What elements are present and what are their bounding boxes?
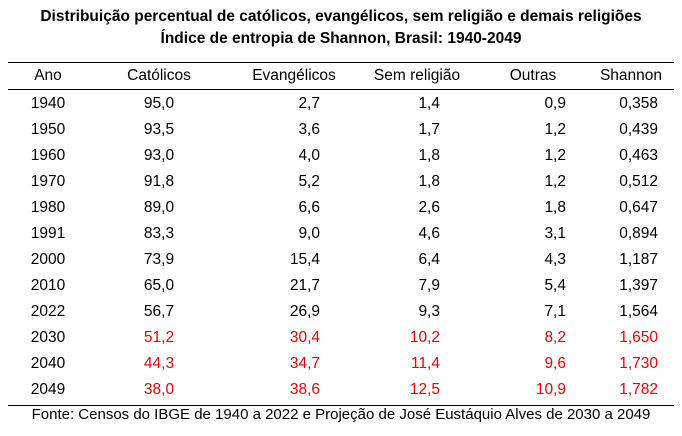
header-shannon: Shannon <box>599 67 663 84</box>
cell-catolicos: 44,3 <box>143 355 175 372</box>
cell-catolicos: 73,9 <box>143 251 175 268</box>
title-line-2: Índice de entropia de Shannon, Brasil: 1… <box>160 30 522 47</box>
cell-shannon: 0,358 <box>619 95 658 112</box>
header-sem-religiao: Sem religião <box>373 67 461 84</box>
cell-ano: 2010 <box>30 277 66 294</box>
cell-outras: 3,1 <box>544 225 566 242</box>
table-header-rule <box>8 89 674 90</box>
cell-catolicos: 93,0 <box>143 147 175 164</box>
cell-ano: 1991 <box>30 225 66 242</box>
cell-outras: 10,9 <box>535 381 566 398</box>
cell-evangelicos: 34,7 <box>289 355 320 372</box>
table-row: 2049 38,0 38,6 12,5 10,9 1,782 <box>0 377 682 403</box>
table-top-rule <box>8 62 674 63</box>
cell-catolicos: 95,0 <box>143 95 175 112</box>
cell-ano: 2022 <box>30 303 66 320</box>
table-row: 2000 73,9 15,4 6,4 4,3 1,187 <box>0 247 682 273</box>
cell-sem-religiao: 1,8 <box>418 173 440 190</box>
cell-catolicos: 51,2 <box>143 329 175 346</box>
cell-shannon: 0,894 <box>619 225 658 242</box>
cell-shannon: 0,647 <box>619 199 658 216</box>
cell-sem-religiao: 9,3 <box>418 303 440 320</box>
header-evangelicos: Evangélicos <box>252 67 336 84</box>
cell-ano: 1980 <box>30 199 66 216</box>
cell-evangelicos: 30,4 <box>289 329 320 346</box>
cell-shannon: 0,512 <box>619 173 658 190</box>
cell-ano: 2000 <box>30 251 66 268</box>
cell-shannon: 1,564 <box>619 303 658 320</box>
cell-evangelicos: 9,0 <box>298 225 320 242</box>
cell-catolicos: 93,5 <box>143 121 175 138</box>
cell-sem-religiao: 1,7 <box>418 121 440 138</box>
cell-outras: 0,9 <box>544 95 566 112</box>
cell-shannon: 1,782 <box>619 381 658 398</box>
header-ano: Ano <box>34 67 62 84</box>
cell-sem-religiao: 1,8 <box>418 147 440 164</box>
cell-evangelicos: 38,6 <box>289 381 320 398</box>
table-row: 2040 44,3 34,7 11,4 9,6 1,730 <box>0 351 682 377</box>
cell-ano: 2030 <box>30 329 66 346</box>
cell-sem-religiao: 6,4 <box>418 251 440 268</box>
table-row: 1960 93,0 4,0 1,8 1,2 0,463 <box>0 143 682 169</box>
cell-shannon: 0,463 <box>619 147 658 164</box>
cell-sem-religiao: 4,6 <box>418 225 440 242</box>
cell-evangelicos: 4,0 <box>298 147 320 164</box>
cell-catolicos: 91,8 <box>143 173 175 190</box>
cell-evangelicos: 5,2 <box>298 173 320 190</box>
table-header-row: Ano Católicos Evangélicos Sem religião O… <box>0 64 682 88</box>
table-bottom-rule <box>8 405 674 406</box>
cell-catolicos: 38,0 <box>143 381 175 398</box>
cell-sem-religiao: 2,6 <box>418 199 440 216</box>
cell-catolicos: 83,3 <box>143 225 175 242</box>
cell-outras: 9,6 <box>544 355 566 372</box>
cell-ano: 1940 <box>30 95 66 112</box>
cell-sem-religiao: 11,4 <box>410 355 440 372</box>
title-line-1: Distribuição percentual de católicos, ev… <box>40 8 642 25</box>
cell-outras: 8,2 <box>544 329 566 346</box>
cell-outras: 1,2 <box>544 121 566 138</box>
cell-sem-religiao: 12,5 <box>409 381 440 398</box>
cell-ano: 1950 <box>30 121 66 138</box>
cell-evangelicos: 3,6 <box>298 121 320 138</box>
cell-ano: 2049 <box>30 381 66 398</box>
cell-evangelicos: 26,9 <box>289 303 320 320</box>
cell-outras: 7,1 <box>544 303 566 320</box>
cell-evangelicos: 15,4 <box>289 251 320 268</box>
table-row: 1980 89,0 6,6 2,6 1,8 0,647 <box>0 195 682 221</box>
cell-sem-religiao: 1,4 <box>418 95 440 112</box>
table-row: 1950 93,5 3,6 1,7 1,2 0,439 <box>0 117 682 143</box>
cell-outras: 5,4 <box>544 277 566 294</box>
cell-shannon: 1,730 <box>619 355 658 372</box>
cell-shannon: 1,187 <box>619 251 658 268</box>
cell-shannon: 0,439 <box>619 121 658 138</box>
cell-outras: 1,8 <box>544 199 566 216</box>
cell-outras: 1,2 <box>544 147 566 164</box>
cell-evangelicos: 2,7 <box>298 95 320 112</box>
cell-ano: 1960 <box>30 147 66 164</box>
table-title: Distribuição percentual de católicos, ev… <box>0 0 682 50</box>
table-row: 1991 83,3 9,0 4,6 3,1 0,894 <box>0 221 682 247</box>
table-row: 2030 51,2 30,4 10,2 8,2 1,650 <box>0 325 682 351</box>
header-outras: Outras <box>509 67 557 84</box>
cell-ano: 1970 <box>30 173 66 190</box>
table-row: 1970 91,8 5,2 1,8 1,2 0,512 <box>0 169 682 195</box>
cell-evangelicos: 21,7 <box>289 277 320 294</box>
cell-outras: 4,3 <box>544 251 566 268</box>
table-row: 2022 56,7 26,9 9,3 7,1 1,564 <box>0 299 682 325</box>
cell-sem-religiao: 10,2 <box>409 329 440 346</box>
header-catolicos: Católicos <box>127 67 191 84</box>
cell-shannon: 1,650 <box>619 329 658 346</box>
cell-catolicos: 65,0 <box>143 277 175 294</box>
cell-catolicos: 89,0 <box>143 199 175 216</box>
source-note: Fonte: Censos do IBGE de 1940 a 2022 e P… <box>31 406 651 423</box>
cell-sem-religiao: 7,9 <box>418 277 440 294</box>
cell-catolicos: 56,7 <box>143 303 175 320</box>
cell-shannon: 1,397 <box>619 277 658 294</box>
cell-outras: 1,2 <box>544 173 566 190</box>
table-row: 2010 65,0 21,7 7,9 5,4 1,397 <box>0 273 682 299</box>
cell-ano: 2040 <box>30 355 66 372</box>
cell-evangelicos: 6,6 <box>298 199 320 216</box>
table-row: 1940 95,0 2,7 1,4 0,9 0,358 <box>0 91 682 117</box>
